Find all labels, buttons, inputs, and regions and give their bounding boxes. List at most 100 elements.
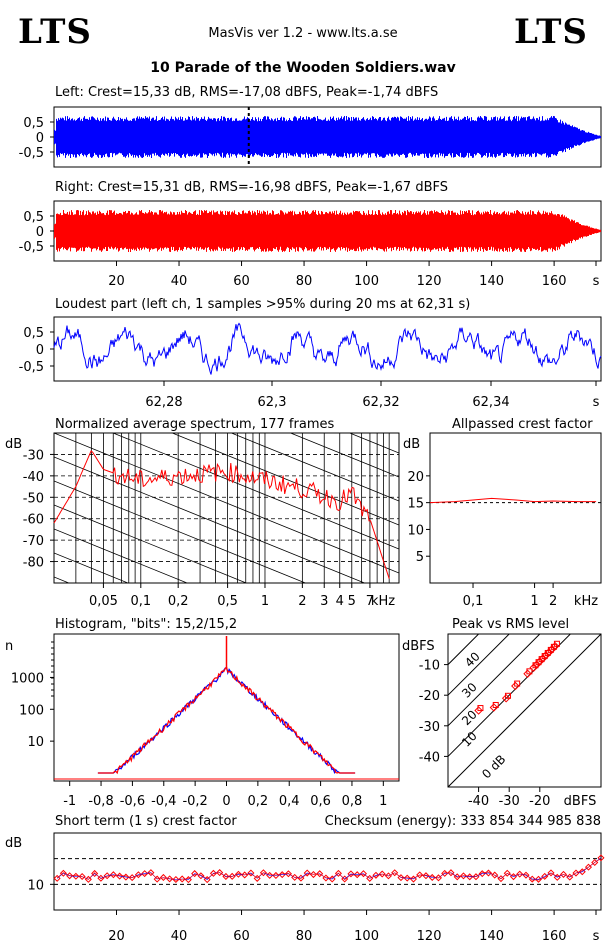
checksum-label: Checksum (energy): 333 854 344 985 838 xyxy=(325,814,601,829)
peakrms-xtick-label: dBFS xyxy=(564,794,597,809)
spectrum-xtick-label: 0,2 xyxy=(168,594,189,609)
histogram-xtick-label: 1 xyxy=(379,794,387,809)
shortcrest-point xyxy=(416,871,424,879)
peakrms-point-right xyxy=(477,705,484,712)
spectrum-diagonal xyxy=(230,433,399,502)
shortcrest-point xyxy=(291,873,299,881)
peakrms-diag-label: 40 xyxy=(462,649,483,670)
spectrum-xtick-label: 5 xyxy=(348,594,356,609)
spectrum-ytick-label: -70 xyxy=(23,534,44,549)
spectrum-xtick-label: 0,1 xyxy=(130,594,151,609)
spectrum-diagonal xyxy=(112,433,399,550)
right-waveform-ytick-label: -0,5 xyxy=(19,240,44,255)
histogram-xtick-label: -1 xyxy=(63,794,76,809)
peakrms-xtick-label: -20 xyxy=(529,794,550,809)
peakrms-point-right xyxy=(514,680,521,687)
shortcrest-point xyxy=(172,875,180,884)
spectrum-diagonal xyxy=(289,433,399,478)
loudest-xtick-label: s xyxy=(593,395,600,410)
peakrms-xtick-label: -40 xyxy=(468,794,489,809)
shortcrest-point xyxy=(228,872,236,880)
histogram-ytick-label: 10 xyxy=(27,735,44,750)
shortcrest-xtick-label: 60 xyxy=(233,929,250,944)
shortcrest-point xyxy=(484,869,493,877)
peakrms-point-left xyxy=(511,681,520,691)
shortcrest-point xyxy=(478,870,486,878)
file-title: 10 Parade of the Wooden Soldiers.wav xyxy=(150,60,456,76)
spectrum-ytick-label: -30 xyxy=(23,448,44,463)
loudest-ytick-label: 0,5 xyxy=(23,326,44,341)
peakrms-point-right xyxy=(553,640,560,647)
histogram-ytick-label: 100 xyxy=(19,703,44,718)
histogram-xtick-label: -0,6 xyxy=(120,794,145,809)
histogram-xtick-label: 0 xyxy=(222,794,230,809)
waveform-xtick-label: 60 xyxy=(233,274,250,289)
spectrum-xtick-label: 4 xyxy=(336,594,344,609)
crest-xtick-label: kHz xyxy=(574,594,598,609)
shortcrest-point xyxy=(559,870,568,878)
shortcrest-point xyxy=(66,872,74,880)
peakrms-diagonal xyxy=(448,634,541,727)
spectrum-diagonal xyxy=(54,433,399,574)
left-waveform-ytick-label: 0 xyxy=(36,131,44,146)
histogram-xtick-label: 0,2 xyxy=(248,794,269,809)
histogram-xtick-label: -0,4 xyxy=(151,794,176,809)
spectrum-xtick-label: 3 xyxy=(320,594,328,609)
peakrms-point-left xyxy=(489,703,499,712)
shortcrest-point xyxy=(434,874,442,882)
spectrum-ytick-label: -80 xyxy=(23,556,44,571)
spectrum-xtick-label: kHz xyxy=(371,594,395,609)
shortcrest-point xyxy=(116,872,124,880)
peakrms-xtick-label: -30 xyxy=(499,794,520,809)
histogram-xtick-label: -0,2 xyxy=(182,794,207,809)
peak-rms-label: Peak vs RMS level xyxy=(452,617,569,632)
peakrms-point-left xyxy=(532,660,541,669)
shortcrest-xtick-label: 140 xyxy=(479,929,504,944)
peakrms-diag-label: 10 xyxy=(459,729,480,750)
peakrms-diagonal xyxy=(448,634,510,696)
shortcrest-point xyxy=(572,869,580,877)
right-waveform-ytick-label: 0,5 xyxy=(23,210,44,225)
waveform-xtick-label: 20 xyxy=(108,274,125,289)
loudest-ytick-label: -0,5 xyxy=(19,360,44,375)
loudest-part-label: Loudest part (left ch, 1 samples >95% du… xyxy=(55,297,470,312)
peakrms-point-left xyxy=(547,645,557,654)
shortcrest-xtick-label: 20 xyxy=(108,929,125,944)
shortcrest-xtick-label: 120 xyxy=(417,929,442,944)
crest-xtick-label: 2 xyxy=(549,594,557,609)
shortcrest-point xyxy=(353,871,361,879)
shortcrest-xtick-label: 100 xyxy=(354,929,379,944)
left-waveform-ytick-label: 0,5 xyxy=(23,116,44,131)
spectrum-label: Normalized average spectrum, 177 frames xyxy=(55,417,334,432)
logo-left: LTS xyxy=(18,12,92,52)
loudest-ytick-label: 0 xyxy=(36,343,44,358)
crest-xtick-label: 1 xyxy=(530,594,538,609)
waveform-xtick-label: 100 xyxy=(354,274,379,289)
spectrum-diagonal xyxy=(54,456,366,583)
peakrms-point-left xyxy=(501,694,511,703)
shortcrest-ylabel: dB xyxy=(5,836,22,851)
peakrms-point-right xyxy=(492,701,499,708)
peakrms-diagonal xyxy=(448,634,480,665)
peakrms-point-left xyxy=(544,648,554,657)
peakrms-point-left xyxy=(529,663,538,672)
left-channel-label: Left: Crest=15,33 dB, RMS=-17,08 dBFS, P… xyxy=(55,85,438,100)
shortcrest-point xyxy=(466,873,474,881)
shortcrest-point xyxy=(241,871,249,879)
shortcrest-point xyxy=(453,873,461,881)
shortcrest-point xyxy=(441,869,449,877)
shortcrest-point xyxy=(516,870,524,878)
peakrms-diagonal xyxy=(448,634,572,757)
short-crest-label: Short term (1 s) crest factor xyxy=(55,814,237,829)
shortcrest-point xyxy=(278,871,286,879)
histogram-ytick-label: 1000 xyxy=(11,671,44,686)
shortcrest-point xyxy=(528,875,536,883)
shortcrest-point xyxy=(284,870,292,878)
waveform-xtick-label: 160 xyxy=(542,274,567,289)
peakrms-diag-label: 0 dB xyxy=(479,752,508,781)
shortcrest-point xyxy=(109,871,117,879)
waveform-xtick-label: 120 xyxy=(417,274,442,289)
crest-factor-label: Allpassed crest factor xyxy=(452,417,593,432)
peakrms-point-right xyxy=(526,668,533,675)
shortcrest-point xyxy=(522,871,530,879)
